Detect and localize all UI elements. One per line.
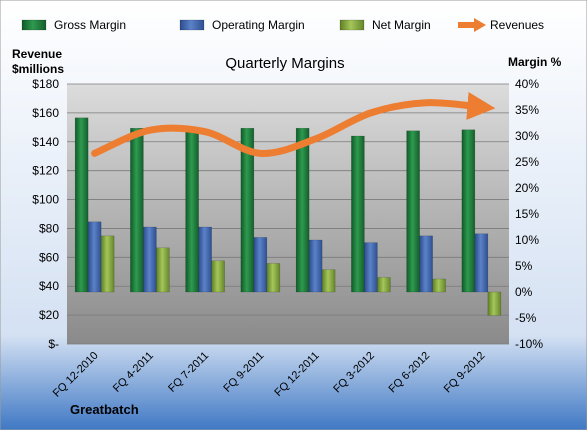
- operating-margin-bar: [419, 235, 433, 293]
- net-margin-bar: [487, 291, 502, 316]
- legend-operating-margin-label: Operating Margin: [212, 18, 305, 32]
- operating-margin-bar: [143, 226, 157, 293]
- left-tick-label: $160: [32, 106, 59, 120]
- left-axis: $- $20 $40 $60 $80 $100 $120 $140 $160 $180: [32, 77, 59, 351]
- net-margin-bar: [321, 269, 336, 293]
- gross-margin-bar: [74, 117, 89, 293]
- chart-title: Quarterly Margins: [225, 55, 344, 72]
- right-tick-label: 25%: [515, 155, 539, 169]
- right-tick-label: 20%: [515, 181, 539, 195]
- net-margin-bar: [432, 278, 446, 293]
- bar-series: [74, 117, 502, 316]
- operating-margin-bar: [87, 221, 102, 293]
- legend: Gross Margin Operating Margin Net Margin Re…: [21, 18, 544, 32]
- revenue-series: [91, 92, 496, 157]
- left-axis-label-line1: Revenue: [12, 47, 62, 61]
- left-tick-label: $80: [39, 221, 59, 235]
- gross-margin-bar: [406, 130, 420, 293]
- gross-margin-bar: [295, 127, 310, 293]
- gross-margin-bar: [461, 129, 476, 293]
- left-tick-label: $40: [39, 279, 59, 293]
- right-tick-label: 40%: [515, 77, 539, 91]
- right-axis-label: Margin %: [508, 55, 562, 69]
- left-tick-label: $100: [32, 193, 59, 207]
- gross-margin-bar: [351, 135, 365, 293]
- right-tick-label: -5%: [515, 311, 537, 325]
- net-margin-bar: [156, 247, 170, 293]
- operating-margin-bar: [364, 242, 378, 293]
- legend-revenues-label: Revenues: [490, 18, 544, 32]
- legend-gross-margin-swatch: [21, 19, 47, 31]
- right-tick-label: 0%: [515, 285, 533, 299]
- gross-margin-bar: [185, 127, 199, 293]
- revenue-line: [91, 92, 496, 157]
- right-tick-label: -10%: [515, 337, 543, 351]
- company-name: Greatbatch: [70, 402, 139, 417]
- gross-margin-bar: [240, 127, 255, 293]
- net-margin-bar: [211, 260, 225, 293]
- left-tick-label: $20: [39, 308, 59, 322]
- right-axis: -10% -5% 0% 5% 10% 15% 20% 25% 30% 35% 40%: [515, 77, 543, 351]
- right-tick-label: 35%: [515, 103, 539, 117]
- legend-operating-margin-swatch: [179, 19, 205, 31]
- net-margin-bar: [266, 263, 281, 293]
- left-tick-label: $180: [32, 77, 59, 91]
- right-tick-label: 15%: [515, 207, 539, 221]
- left-tick-label: $-: [48, 337, 59, 351]
- right-tick-label: 5%: [515, 259, 533, 273]
- gross-margin-bar: [130, 127, 144, 293]
- operating-margin-bar: [474, 233, 489, 293]
- legend-gross-margin-label: Gross Margin: [54, 18, 126, 32]
- left-axis-label-line2: $millions: [12, 62, 64, 76]
- legend-revenues-arrow-icon: [474, 18, 486, 32]
- left-tick-label: $120: [32, 164, 59, 178]
- right-tick-label: 10%: [515, 233, 539, 247]
- left-tick-label: $140: [32, 135, 59, 149]
- net-margin-bar: [100, 235, 115, 293]
- net-margin-bar: [377, 277, 391, 293]
- left-tick-label: $60: [39, 250, 59, 264]
- legend-net-margin-label: Net Margin: [372, 18, 431, 32]
- legend-net-margin-swatch: [339, 19, 365, 31]
- operating-margin-bar: [198, 226, 212, 293]
- operating-margin-bar: [308, 239, 323, 293]
- operating-margin-bar: [253, 237, 268, 293]
- right-tick-label: 30%: [515, 129, 539, 143]
